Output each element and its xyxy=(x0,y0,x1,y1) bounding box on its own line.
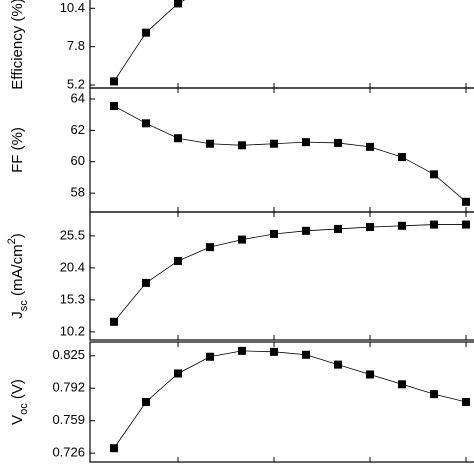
y-tick-label: 58 xyxy=(71,185,85,200)
data-point xyxy=(398,153,406,162)
data-point xyxy=(238,346,246,355)
data-point xyxy=(270,347,278,356)
y-axis-label-part: V xyxy=(9,415,26,425)
data-point xyxy=(334,360,342,369)
series-line xyxy=(113,224,466,323)
y-tick-label: 60 xyxy=(71,153,85,168)
panel-frame xyxy=(89,0,474,89)
y-tick-label: 10.4 xyxy=(60,0,85,15)
data-point xyxy=(270,139,278,148)
data-point xyxy=(334,138,342,147)
plot-area xyxy=(110,0,186,86)
data-point xyxy=(430,170,438,179)
data-point xyxy=(206,352,214,361)
data-point xyxy=(206,243,214,252)
y-axis-label: Efficiency (%) xyxy=(9,0,26,90)
data-point xyxy=(174,0,182,8)
data-point xyxy=(110,317,118,326)
data-point xyxy=(366,142,374,151)
data-point xyxy=(302,350,310,359)
data-point xyxy=(110,444,118,453)
data-point xyxy=(430,220,438,229)
data-point xyxy=(462,398,470,406)
data-point xyxy=(142,119,150,128)
data-point xyxy=(142,278,150,287)
y-tick-label: 0.759 xyxy=(52,412,85,427)
plot-area xyxy=(110,346,470,453)
data-point xyxy=(334,224,342,233)
data-point xyxy=(430,390,438,399)
data-point xyxy=(110,102,118,111)
y-axis-label-part: ) xyxy=(9,233,26,238)
series-line xyxy=(113,0,186,82)
data-point xyxy=(302,138,310,147)
y-tick-label: 62 xyxy=(71,122,85,137)
data-point xyxy=(366,223,374,232)
data-point xyxy=(142,398,150,406)
data-point xyxy=(174,134,182,143)
y-axis-label-part: 2 xyxy=(6,238,18,244)
plot-area xyxy=(110,102,470,206)
series-line xyxy=(113,350,467,449)
series-line xyxy=(113,105,467,203)
data-point xyxy=(174,256,182,265)
data-point xyxy=(238,235,246,244)
data-point xyxy=(462,197,470,206)
data-point xyxy=(174,369,182,378)
data-point xyxy=(462,220,470,229)
y-tick-label: 20.4 xyxy=(60,259,85,274)
y-axis-label-part: FF (%) xyxy=(9,127,26,173)
y-axis-label-part: oc xyxy=(18,403,30,415)
data-point xyxy=(206,139,214,148)
y-axis-label: FF (%) xyxy=(9,127,26,173)
y-axis-label-part: J xyxy=(9,311,26,319)
y-tick-label: 64 xyxy=(71,90,85,105)
data-point xyxy=(398,380,406,389)
y-tick-label: 15.3 xyxy=(60,291,85,306)
y-tick-label: 5.2 xyxy=(67,76,85,91)
panel-frame xyxy=(89,341,474,463)
panel-frame xyxy=(89,211,474,341)
y-tick-label: 0.792 xyxy=(52,380,85,395)
y-tick-label: 7.8 xyxy=(67,38,85,53)
y-axis-label-part: (mA/cm xyxy=(9,244,26,300)
y-tick-label: 10.2 xyxy=(60,323,85,338)
y-axis-label: Jsc (mA/cm2) xyxy=(6,233,30,318)
data-point xyxy=(366,370,374,379)
data-point xyxy=(142,28,150,37)
y-tick-label: 0.726 xyxy=(52,445,85,460)
data-point xyxy=(110,77,118,86)
plot-area xyxy=(110,220,470,326)
data-point xyxy=(238,141,246,150)
data-point xyxy=(270,229,278,238)
data-point xyxy=(398,221,406,230)
y-axis-label-part: (V) xyxy=(9,379,26,403)
data-point xyxy=(302,226,310,235)
y-tick-label: 25.5 xyxy=(60,227,85,242)
y-tick-label: 0.825 xyxy=(52,347,85,362)
y-axis-label: Voc (V) xyxy=(9,379,30,425)
panel-frame xyxy=(89,87,474,213)
y-axis-label-part: Efficiency (%) xyxy=(9,0,26,90)
y-axis-label-part: sc xyxy=(18,300,30,312)
